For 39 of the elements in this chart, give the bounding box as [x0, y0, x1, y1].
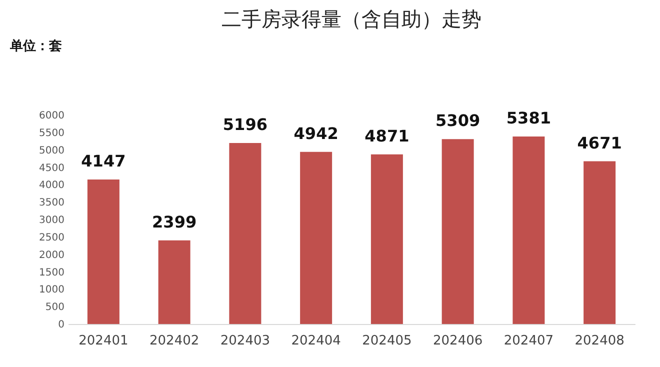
data-label: 5381 [506, 108, 551, 128]
data-label: 4671 [577, 133, 622, 152]
bar [300, 152, 332, 324]
data-label: 4871 [364, 126, 410, 146]
x-tick-label: 202406 [432, 334, 483, 348]
x-tick-label: 202401 [78, 334, 128, 348]
y-tick-label: 2500 [39, 232, 64, 244]
y-tick-label: 0 [58, 320, 64, 330]
y-tick-label: 1000 [39, 284, 64, 296]
bar [87, 180, 120, 324]
y-tick-label: 5500 [39, 128, 64, 139]
bar [512, 136, 545, 324]
bar [370, 154, 403, 324]
y-tick-label: 3500 [39, 198, 64, 209]
data-label: 5196 [222, 115, 268, 134]
x-tick-label: 202407 [504, 334, 554, 348]
y-tick-label: 3000 [39, 215, 64, 226]
y-tick-label: 5000 [39, 145, 64, 156]
y-tick-label: 4000 [39, 180, 64, 192]
y-tick-label: 2000 [39, 250, 64, 261]
bar [158, 240, 190, 324]
x-tick-label: 202404 [291, 334, 341, 348]
bar [442, 139, 474, 324]
y-tick-label: 1500 [39, 267, 64, 278]
text: 单位：套 [9, 38, 62, 54]
chart-title: 二手房录得量（含自助）走势 [222, 7, 482, 31]
y-tick-label: 4500 [39, 162, 64, 174]
y-tick-label: 6000 [39, 110, 64, 122]
x-tick-label: 202403 [220, 334, 270, 348]
x-tick-label: 202408 [574, 334, 624, 348]
x-tick-label: 202402 [149, 334, 200, 348]
data-label: 4942 [294, 124, 338, 143]
bar [229, 143, 262, 324]
y-tick-label: 500 [45, 302, 64, 314]
bar [584, 161, 616, 324]
data-label: 2399 [152, 212, 197, 232]
data-label: 5309 [436, 111, 480, 130]
x-tick-label: 202405 [362, 334, 412, 348]
data-label: 4147 [81, 152, 126, 171]
